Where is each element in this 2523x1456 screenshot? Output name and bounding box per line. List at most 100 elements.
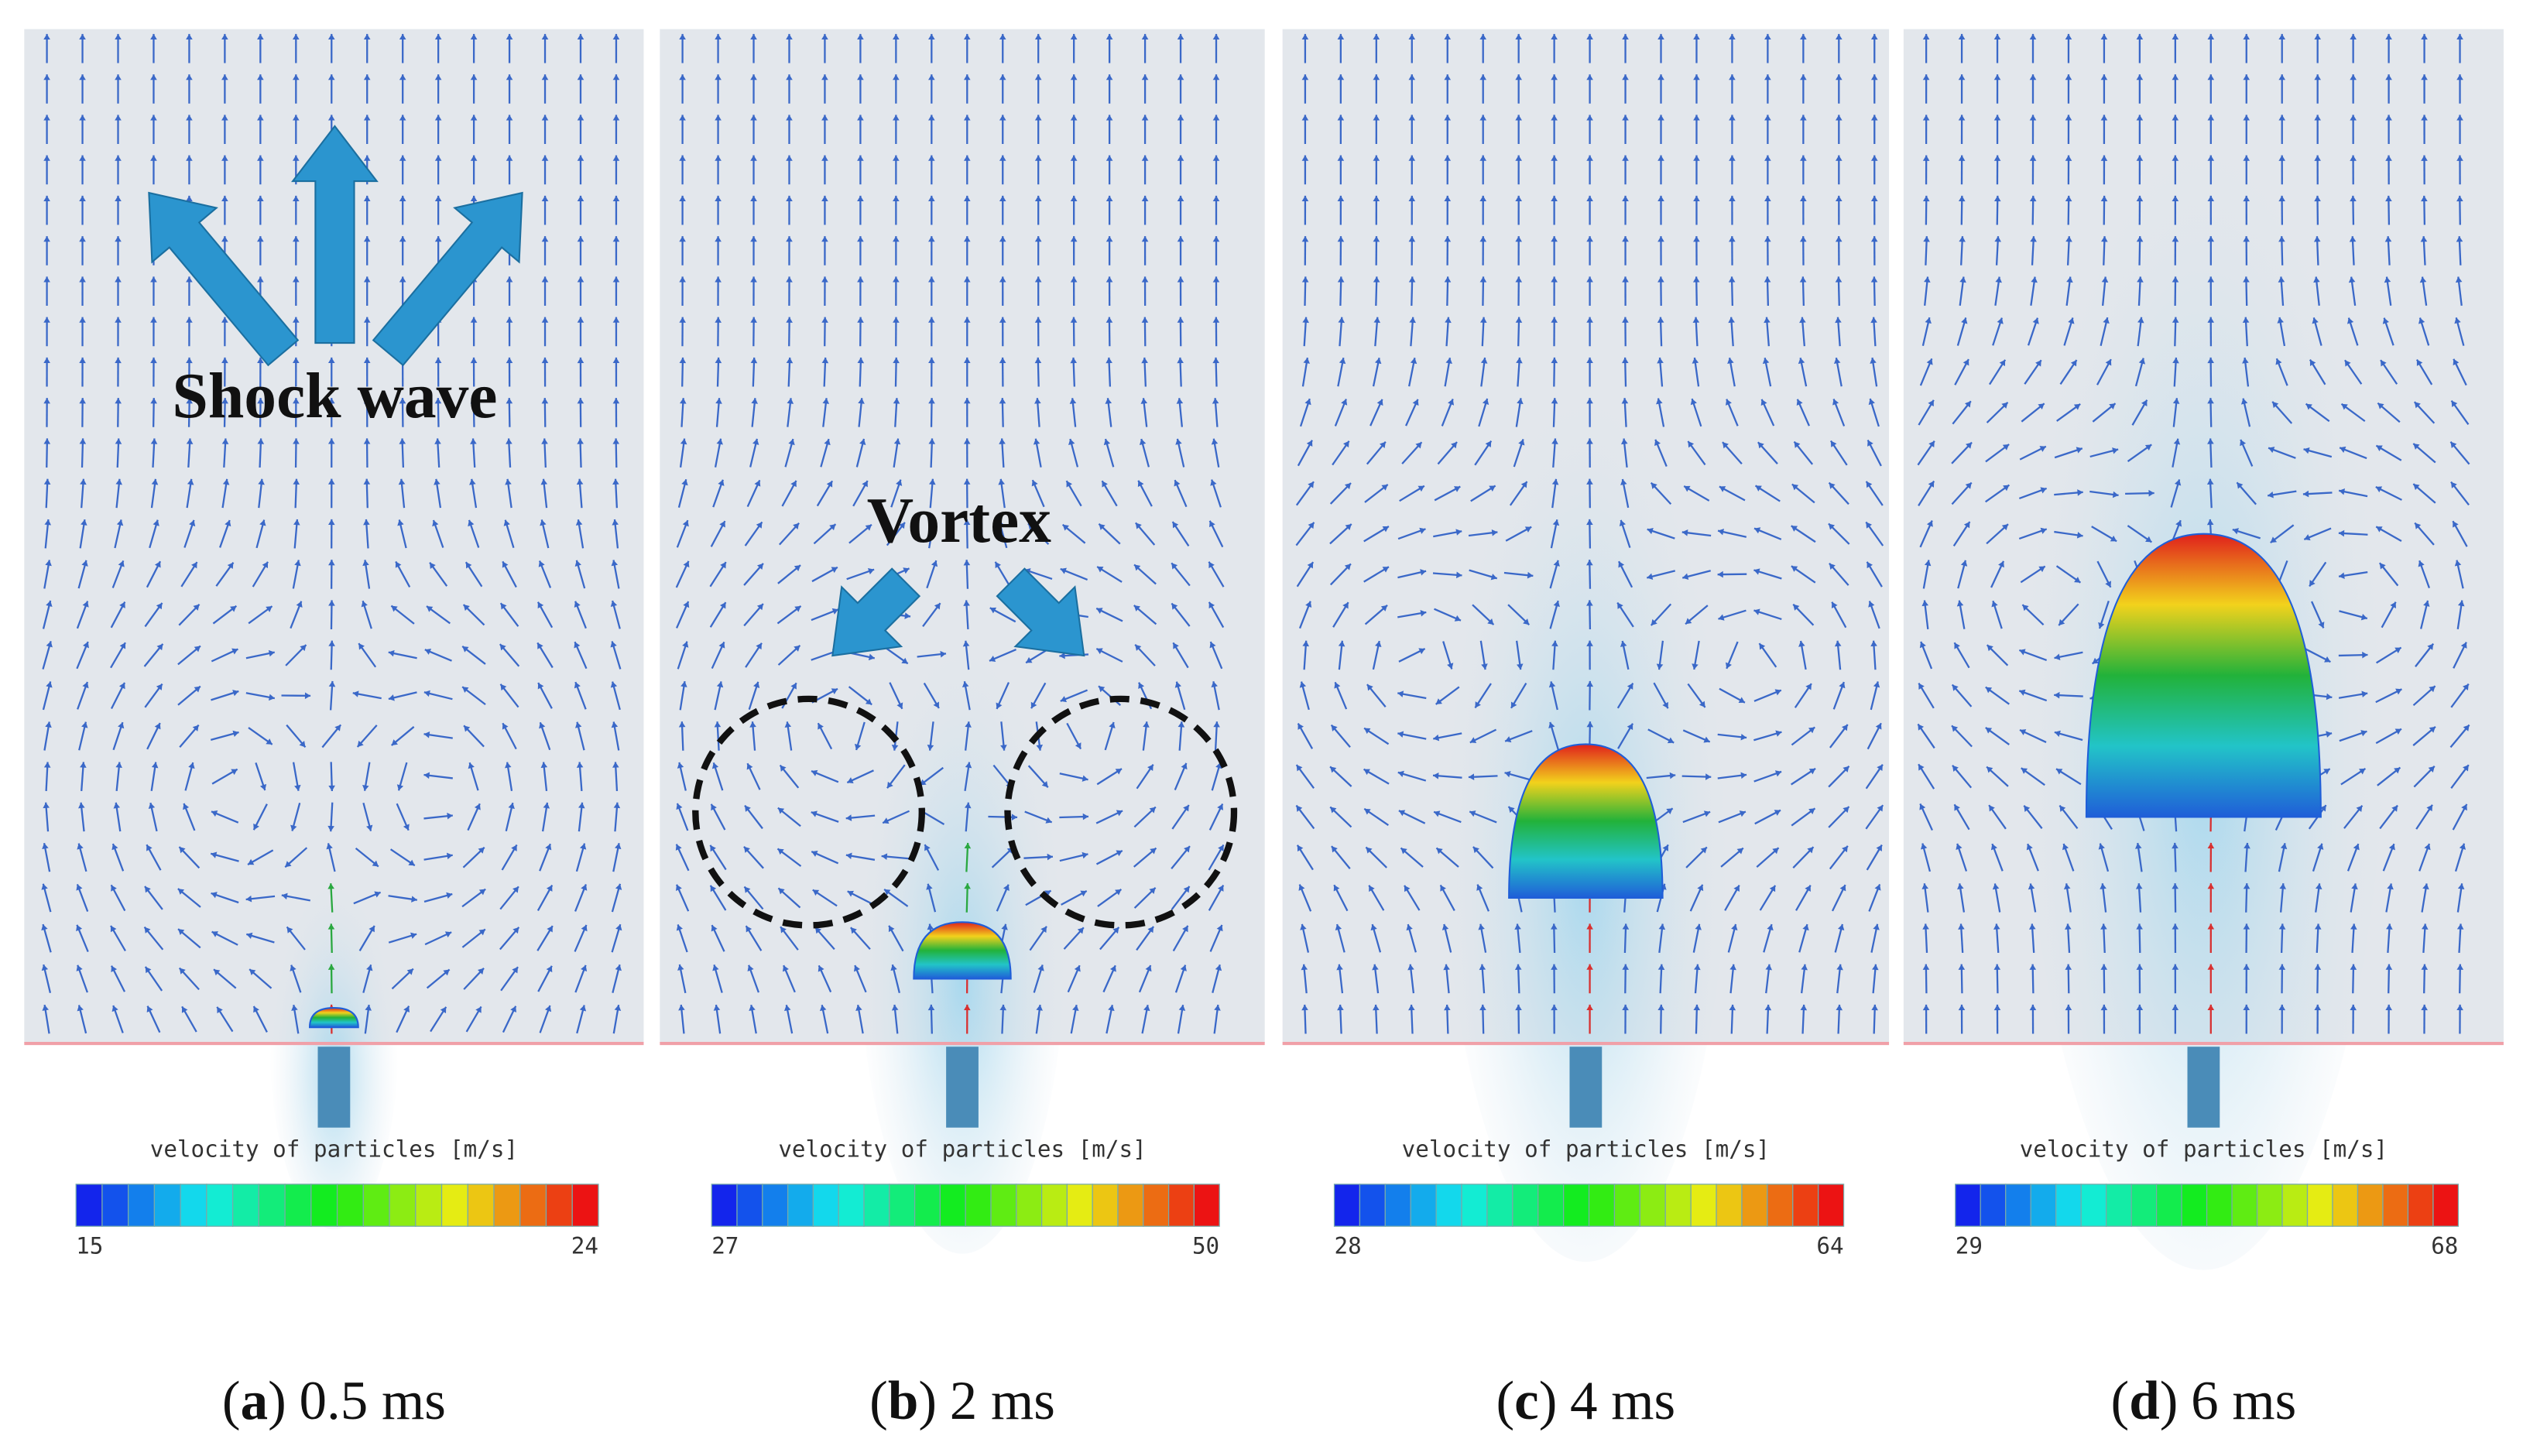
- arrow-head: [1764, 74, 1771, 81]
- nozzle: [2187, 1047, 2220, 1128]
- colorbar-cell: [1193, 1184, 1220, 1227]
- arrow-head: [2207, 195, 2215, 202]
- arrow-head: [299, 741, 306, 748]
- arrow-head: [363, 357, 371, 364]
- arrow-head: [1106, 155, 1113, 161]
- arrow-head: [286, 927, 293, 934]
- arrow-head: [2278, 155, 2286, 161]
- arrow-head: [886, 781, 893, 789]
- arrow-head: [1985, 687, 1993, 694]
- colorbar-cell: [1333, 1184, 1361, 1227]
- arrow-head: [410, 932, 417, 939]
- arrow-head: [1964, 401, 1971, 408]
- arrow-head: [612, 276, 620, 283]
- arrow-head: [901, 657, 908, 664]
- arrow-head: [1586, 640, 1593, 646]
- arrow-head: [1182, 925, 1188, 933]
- arrow-head: [2350, 74, 2357, 81]
- arrow-head: [1373, 195, 1380, 202]
- arrow-head: [1922, 33, 1930, 40]
- arrow-head: [111, 965, 118, 973]
- arrow-head: [470, 33, 478, 40]
- arrow-head: [151, 762, 159, 769]
- arrow-head: [1298, 884, 1305, 891]
- arrow-head: [221, 357, 228, 364]
- arrow-head: [1997, 317, 2004, 324]
- arrow-head: [1958, 74, 1966, 81]
- arrow-head: [1627, 723, 1633, 731]
- arrow-head: [1407, 964, 1414, 971]
- arrow-head: [1472, 846, 1479, 854]
- arrow-head: [1306, 440, 1313, 447]
- colorbar-cell: [1792, 1184, 1819, 1227]
- arrow-head: [434, 115, 442, 121]
- arrow-head: [1140, 398, 1148, 404]
- arrow-head: [1212, 317, 1220, 323]
- arrow-head: [1435, 698, 1442, 704]
- arrow-head: [928, 398, 935, 404]
- arrow-head: [1364, 728, 1371, 735]
- arrow-head: [680, 438, 687, 445]
- arrow-head: [788, 439, 795, 446]
- arrow-head: [232, 690, 239, 697]
- arrow-head: [1527, 571, 1534, 579]
- arrow-head: [506, 155, 513, 161]
- arrow-head: [2377, 403, 2384, 409]
- arrow-head: [615, 964, 622, 971]
- arrow-head: [2173, 438, 2181, 445]
- arrow-head: [1958, 155, 1966, 161]
- arrow-head: [2456, 964, 2464, 970]
- arrow-head: [715, 195, 722, 202]
- arrow-head: [1469, 810, 1476, 817]
- arrow-head: [1180, 964, 1187, 971]
- arrow-head: [42, 1005, 49, 1011]
- arrow-head: [2384, 236, 2392, 242]
- arrow-head: [1791, 566, 1798, 572]
- arrow-head: [327, 357, 335, 364]
- arrow-head: [328, 640, 335, 646]
- arrow-head: [259, 519, 266, 526]
- arrow-head: [110, 925, 117, 933]
- arrow-head: [963, 478, 971, 485]
- caption: (c) 4 ms: [1496, 1371, 1676, 1431]
- arrow-head: [682, 520, 689, 527]
- arrow-head: [423, 731, 430, 738]
- arrow-head: [1753, 568, 1760, 575]
- arrow-head: [815, 927, 821, 934]
- arrow-head: [1436, 848, 1443, 855]
- arrow-head: [43, 33, 50, 40]
- arrow-head: [2029, 33, 2037, 40]
- arrow-head: [304, 692, 311, 700]
- arrow-head: [76, 924, 83, 932]
- arrow-head: [1178, 1005, 1186, 1011]
- arrow-head: [1729, 964, 1736, 971]
- arrow-head: [679, 74, 686, 81]
- arrow-head: [928, 236, 935, 242]
- arrow-head: [1703, 736, 1710, 743]
- arrow-shape: [372, 191, 523, 367]
- arrow-head: [1717, 570, 1723, 578]
- arrow-head: [1379, 441, 1386, 448]
- arrow-head: [2463, 725, 2470, 731]
- arrow-head: [361, 601, 368, 608]
- arrow-head: [2101, 236, 2108, 242]
- arrow-head: [1722, 442, 1729, 449]
- arrow-head: [2029, 964, 2037, 970]
- arrow-head: [679, 236, 686, 242]
- arrow-head: [1141, 276, 1149, 283]
- arrow-head: [857, 236, 864, 242]
- arrow-head: [2278, 923, 2286, 930]
- arrow-head: [1805, 683, 1812, 690]
- arrow-head: [1657, 33, 1664, 40]
- arrow-head: [1040, 926, 1047, 934]
- colorbar-max: 64: [1816, 1233, 1843, 1259]
- arrow-head: [1836, 964, 1843, 971]
- colorbar-cell: [2206, 1184, 2233, 1227]
- arrow-head: [2423, 600, 2430, 607]
- arrow-head: [2278, 276, 2285, 283]
- arrow-head: [1740, 772, 1747, 779]
- arrow-head: [2207, 357, 2214, 364]
- colorbar-cell: [545, 1184, 573, 1227]
- arrow-head: [2056, 769, 2063, 775]
- arrow-head: [470, 438, 477, 444]
